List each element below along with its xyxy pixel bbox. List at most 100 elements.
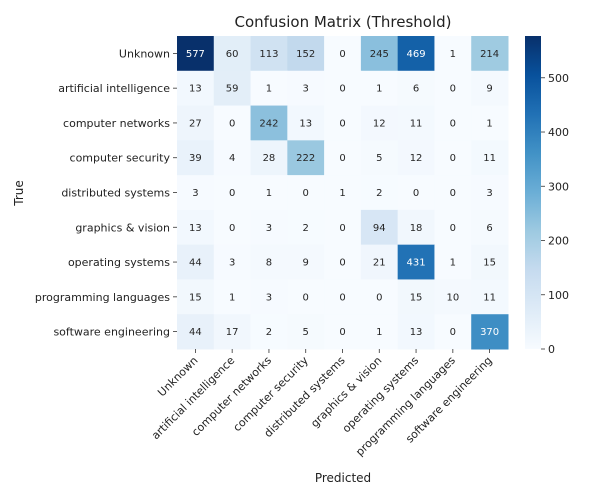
cell-value-label: 8 xyxy=(266,258,272,269)
cell-value-label: 59 xyxy=(226,84,239,95)
heatmap-cell xyxy=(177,70,215,107)
cell-value-label: 1 xyxy=(450,49,456,60)
cell-value-label: 11 xyxy=(483,292,496,303)
cell-value-label: 1 xyxy=(266,84,272,95)
heatmap-cell xyxy=(324,314,362,350)
cell-value-label: 0 xyxy=(450,118,456,129)
y-axis-label: True xyxy=(12,180,26,207)
heatmap-cell xyxy=(434,209,472,246)
heatmap-cell xyxy=(177,314,215,350)
heatmap-cell xyxy=(324,70,362,107)
cell-value-label: 3 xyxy=(266,223,272,234)
cell-value-label: 0 xyxy=(450,327,456,338)
cell-value-label: 2 xyxy=(303,223,309,234)
cell-value-label: 2 xyxy=(266,327,272,338)
heatmap-cell xyxy=(397,279,435,315)
cell-value-label: 44 xyxy=(189,327,202,338)
cell-value-label: 0 xyxy=(303,188,309,199)
cell-value-label: 12 xyxy=(410,153,423,164)
cell-value-label: 214 xyxy=(480,49,499,60)
heatmap-cell xyxy=(250,70,288,107)
cell-value-label: 1 xyxy=(339,188,345,199)
heatmap-cell xyxy=(250,244,288,280)
heatmap-cell xyxy=(324,279,362,315)
cell-value-label: 3 xyxy=(486,188,492,199)
heatmap-cell xyxy=(250,209,288,246)
heatmap-cell xyxy=(434,140,472,176)
y-tick-label: Unknown xyxy=(119,47,170,60)
heatmap-cell xyxy=(213,70,252,107)
cell-value-label: 152 xyxy=(296,49,315,60)
heatmap-cell xyxy=(213,209,252,246)
cell-value-label: 2 xyxy=(376,188,382,199)
cell-value-label: 0 xyxy=(303,292,309,303)
heatmap-cell xyxy=(471,279,509,315)
heatmap-cell xyxy=(471,70,509,107)
cell-value-label: 28 xyxy=(263,153,276,164)
cell-value-label: 3 xyxy=(229,258,235,269)
heatmap-cell xyxy=(250,105,288,141)
heatmap-cell xyxy=(434,36,472,72)
cell-value-label: 0 xyxy=(450,188,456,199)
heatmap-cell xyxy=(213,279,252,315)
cell-value-label: 0 xyxy=(339,223,345,234)
cell-value-label: 0 xyxy=(450,84,456,95)
cell-value-label: 13 xyxy=(410,327,423,338)
cell-value-label: 27 xyxy=(189,118,202,129)
cell-value-label: 6 xyxy=(413,84,419,95)
heatmap-cell xyxy=(250,175,288,211)
cell-value-label: 9 xyxy=(303,258,309,269)
heatmap-cell xyxy=(397,140,435,176)
heatmap-cell xyxy=(287,175,325,211)
heatmap-cell xyxy=(397,244,435,280)
cell-value-label: 12 xyxy=(373,118,386,129)
heatmap-cell xyxy=(434,105,472,141)
heatmap-cell xyxy=(177,209,215,246)
heatmap-cell xyxy=(360,209,399,246)
colorbar-ticks: 0 100 200 300 400 500 xyxy=(541,72,569,356)
cell-value-label: 577 xyxy=(186,49,205,60)
heatmap-cell xyxy=(397,314,435,350)
cell-value-label: 0 xyxy=(450,223,456,234)
heatmap-cell xyxy=(250,279,288,315)
colorbar-tick-label: 0 xyxy=(548,343,555,356)
x-axis-label: Predicted xyxy=(315,471,371,485)
heatmap-cell xyxy=(250,314,288,350)
cell-value-label: 0 xyxy=(339,258,345,269)
cell-value-label: 3 xyxy=(192,188,198,199)
heatmap-cell xyxy=(471,105,509,141)
heatmap-cell xyxy=(287,36,325,72)
cell-value-label: 245 xyxy=(370,49,389,60)
heatmap-cell xyxy=(177,279,215,315)
heatmap-cell xyxy=(360,70,399,107)
cell-value-label: 17 xyxy=(226,327,239,338)
cell-value-label: 1 xyxy=(376,327,382,338)
heatmap-cell xyxy=(471,175,509,211)
colorbar-tick-label: 500 xyxy=(548,72,569,85)
cell-value-label: 0 xyxy=(339,118,345,129)
cell-value-label: 242 xyxy=(259,118,278,129)
cell-value-label: 0 xyxy=(450,153,456,164)
cell-value-label: 5 xyxy=(376,153,382,164)
y-tick-label: software engineering xyxy=(53,326,170,339)
cell-value-label: 21 xyxy=(373,258,386,269)
heatmap-cell xyxy=(397,36,435,72)
heatmap-cell xyxy=(360,244,399,280)
y-tick-label: artificial intelligence xyxy=(58,82,170,95)
cell-value-label: 0 xyxy=(339,327,345,338)
heatmap-cell xyxy=(287,105,325,141)
heatmap-cell xyxy=(250,36,288,72)
heatmap-cell xyxy=(324,105,362,141)
colorbar-tick-label: 300 xyxy=(548,180,569,193)
cell-value-label: 39 xyxy=(189,153,202,164)
cell-value-label: 113 xyxy=(259,49,278,60)
cell-value-label: 13 xyxy=(189,84,202,95)
heatmap-cell xyxy=(324,36,362,72)
cell-value-label: 0 xyxy=(413,188,419,199)
cell-value-label: 1 xyxy=(486,118,492,129)
heatmap-cell xyxy=(287,140,325,176)
heatmap-cell xyxy=(360,36,399,72)
heatmap-cell xyxy=(213,36,252,72)
cell-value-label: 13 xyxy=(189,223,202,234)
